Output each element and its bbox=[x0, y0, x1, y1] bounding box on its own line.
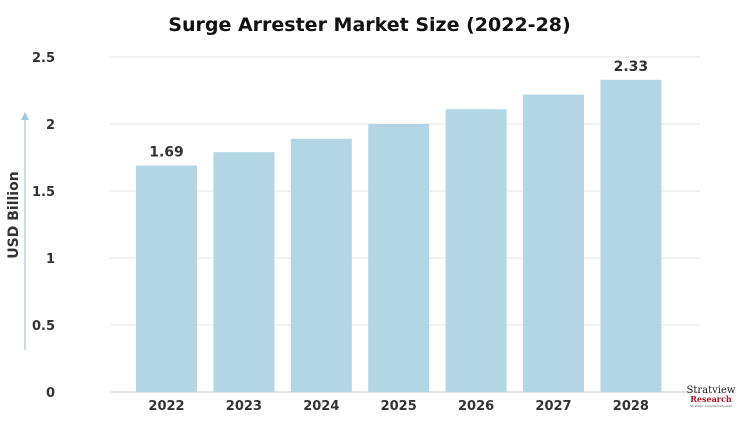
data-label: 1.69 bbox=[149, 145, 184, 161]
x-tick-label: 2022 bbox=[148, 399, 184, 414]
bar-2026 bbox=[445, 109, 507, 392]
x-tick-label: 2023 bbox=[226, 399, 262, 414]
y-axis-label: USD Billion bbox=[6, 171, 22, 258]
chart-title: Surge Arrester Market Size (2022-28) bbox=[168, 14, 571, 36]
bar-2024 bbox=[290, 138, 352, 392]
bar-2022 bbox=[136, 165, 197, 392]
bar-2028 bbox=[600, 79, 662, 392]
y-tick-label: 1.5 bbox=[32, 185, 55, 200]
y-tick-label: 0 bbox=[46, 386, 55, 401]
stratview-logo: Stratview Research Strategic Insights De… bbox=[683, 385, 739, 408]
arrow-head-icon bbox=[21, 112, 29, 120]
bar-2023 bbox=[213, 152, 275, 392]
x-tick-label: 2025 bbox=[381, 399, 417, 414]
logo-tagline: Strategic Insights Delivered bbox=[690, 404, 732, 408]
x-tick-label: 2028 bbox=[613, 399, 649, 414]
x-tick-label: 2026 bbox=[458, 399, 494, 414]
logo-sub: Research bbox=[690, 394, 732, 404]
y-tick-label: 2.5 bbox=[32, 51, 55, 66]
logo-name: Stratview bbox=[686, 385, 736, 396]
y-tick-label: 0.5 bbox=[32, 319, 55, 334]
y-tick-label: 2 bbox=[46, 118, 55, 133]
bar-2025 bbox=[368, 124, 430, 392]
data-label: 2.33 bbox=[614, 59, 649, 75]
bar-2027 bbox=[523, 94, 584, 393]
y-tick-label: 1 bbox=[46, 252, 55, 267]
x-tick-label: 2024 bbox=[303, 399, 339, 414]
x-tick-label: 2027 bbox=[535, 399, 571, 414]
